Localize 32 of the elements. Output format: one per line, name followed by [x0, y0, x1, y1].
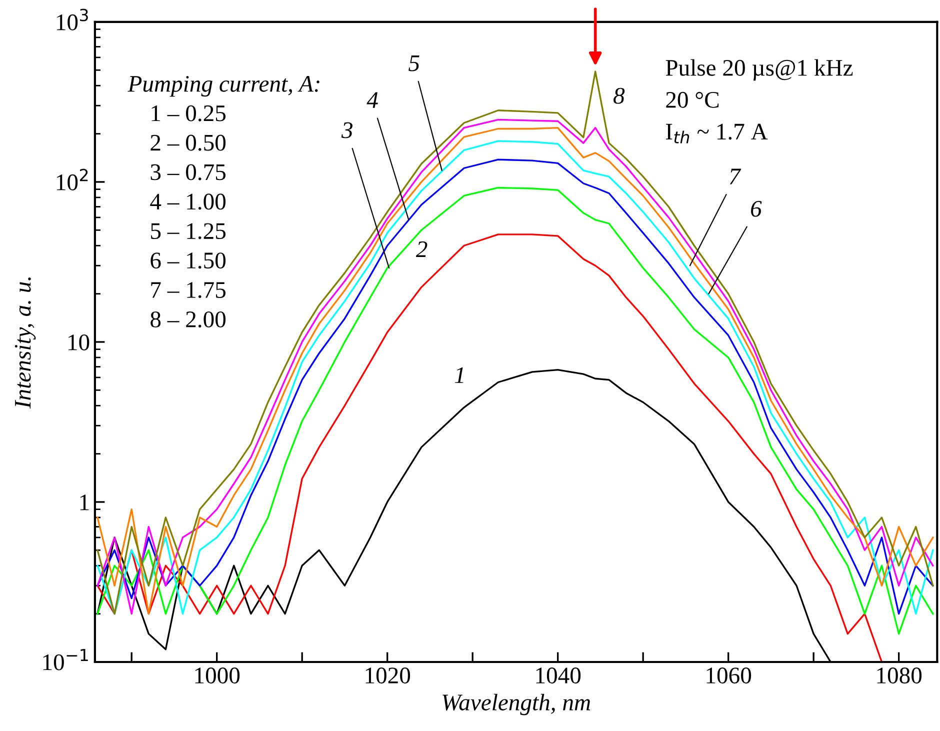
y-tick-label: 1: [80, 494, 89, 510]
x-tick-label: 1060: [706, 668, 752, 684]
x-tick-label: 1040: [536, 668, 581, 684]
annotation: 3 – 0.75: [150, 164, 226, 180]
x-tick-label: 1000: [195, 668, 240, 684]
y-tick-label: 10: [68, 334, 90, 350]
x-tick-label: 1020: [366, 668, 410, 684]
annotation: 6: [750, 200, 762, 217]
annotation: 5: [408, 56, 420, 72]
annotation: I$_{th}$ ~ 1.7 A: [666, 124, 768, 144]
y-tick-label: 10$^{3}$: [56, 8, 88, 30]
annotation: 5 – 1.25: [151, 223, 226, 240]
annotation: 4 – 1.00: [150, 194, 226, 210]
annotation: 4: [366, 92, 378, 108]
x-tick-label: 1080: [877, 668, 922, 684]
annotation: 20 °C: [666, 92, 719, 108]
y-tick-label: 10$^{−1}$: [43, 648, 88, 670]
annotation: 6 – 1.50: [150, 252, 226, 269]
annotation: Pulse 20 µs@1 kHz: [666, 59, 853, 81]
annotation: 1 – 0.25: [152, 105, 226, 122]
annotation: 2: [416, 241, 428, 258]
annotation: 8 – 2.00: [150, 311, 226, 328]
annotation: Pumping current, A:: [128, 76, 320, 97]
annotation: 7 – 1.75: [151, 282, 226, 298]
x-axis-title: Wavelength, nm: [442, 694, 590, 716]
annotation: 2 – 0.50: [150, 134, 226, 151]
annotation: 1: [454, 367, 464, 383]
annotation: 3: [341, 122, 352, 138]
annotation: 7: [730, 168, 742, 184]
y-tick-label: 10$^{2}$: [56, 168, 88, 190]
annotation: 8: [614, 88, 625, 104]
y-axis-title: Intensity, a. u.: [14, 278, 36, 409]
